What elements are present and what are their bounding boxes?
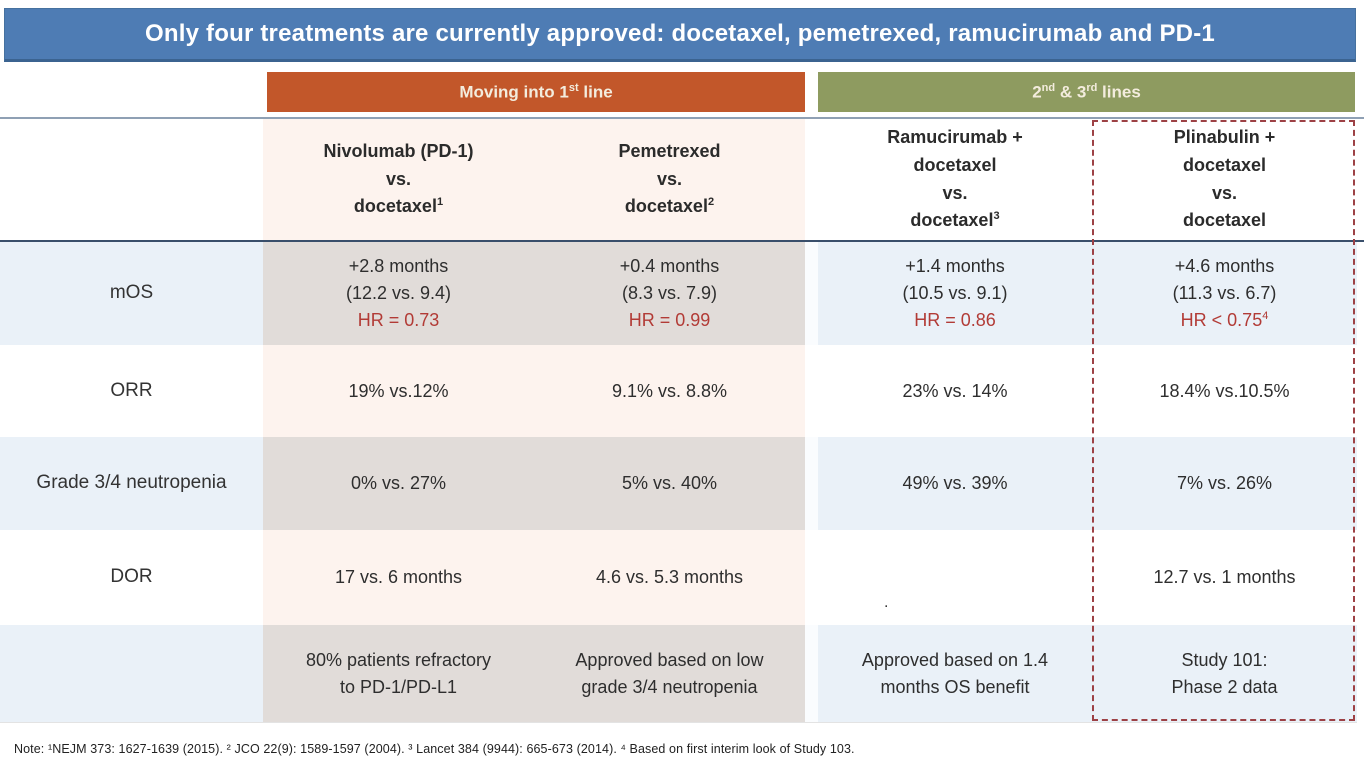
footnote: Note: ¹NEJM 373: 1627-1639 (2015). ² JCO… (14, 742, 855, 756)
column-header-vs: vs. (385, 168, 412, 189)
column-header-drug: docetaxel (1182, 210, 1267, 231)
mos-hr: HR < 0.754 (1180, 310, 1269, 330)
mos-cell-ramucirumab: +1.4 months (10.5 vs. 9.1) HR = 0.86 (818, 242, 1092, 345)
row-label-dor: DOR (0, 530, 263, 625)
mos-values: (8.3 vs. 7.9) (621, 283, 718, 303)
column-header-pemetrexed: Pemetrexed vs. docetaxel2 (534, 119, 805, 240)
group-header-first-line-text: Moving into 1st line (459, 81, 613, 102)
column-header-vs: vs. (656, 168, 683, 189)
dor-cell-pemetrexed: 4.6 vs. 5.3 months (534, 530, 805, 625)
column-group-gap (805, 625, 818, 722)
dor-cell-plinabulin: 12.7 vs. 1 months (1092, 530, 1357, 625)
dor-cell-ramucirumab (818, 530, 1092, 625)
neutropenia-cell-nivolumab: 0% vs. 27% (263, 437, 534, 530)
orr-cell-ramucirumab: 23% vs. 14% (818, 345, 1092, 437)
column-group-gap (805, 437, 818, 530)
column-header-drug: docetaxel1 (353, 196, 444, 217)
column-header-line: Ramucirumab + (887, 126, 1023, 147)
mos-hr: HR = 0.86 (914, 310, 996, 330)
summary-cell-nivolumab: 80% patients refractory to PD-1/PD-L1 (263, 625, 534, 722)
mos-hr: HR = 0.73 (357, 310, 440, 330)
column-group-gap (805, 119, 818, 240)
table-top-rule (0, 117, 1364, 119)
group-header-later-lines-text: 2nd & 3rd lines (1032, 81, 1141, 102)
mos-values: (10.5 vs. 9.1) (902, 283, 1008, 303)
mos-cell-plinabulin: +4.6 months (11.3 vs. 6.7) HR < 0.754 (1092, 242, 1357, 345)
column-header-line: Pemetrexed (618, 140, 721, 161)
summary-cell-pemetrexed: Approved based on low grade 3/4 neutrope… (534, 625, 805, 722)
column-header-line: docetaxel (1182, 154, 1267, 175)
orr-cell-pemetrexed: 9.1% vs. 8.8% (534, 345, 805, 437)
orr-cell-plinabulin: 18.4% vs.10.5% (1092, 345, 1357, 437)
column-group-gap (805, 345, 818, 437)
mos-hr: HR = 0.99 (628, 310, 711, 330)
summary-cell-ramucirumab: Approved based on 1.4 months OS benefit (818, 625, 1092, 722)
table-row-orr: ORR 19% vs.12% 9.1% vs. 8.8% 23% vs. 14%… (0, 345, 1357, 437)
stray-dot: . (884, 594, 889, 611)
mos-delta: +2.8 months (348, 256, 449, 276)
table-row-dor: DOR 17 vs. 6 months 4.6 vs. 5.3 months 1… (0, 530, 1357, 625)
column-header-empty (0, 119, 263, 240)
column-header-ramucirumab: Ramucirumab + docetaxel vs. docetaxel3 (818, 119, 1092, 240)
column-header-drug: docetaxel3 (910, 210, 1000, 231)
mos-delta: +1.4 months (905, 256, 1005, 276)
slide-title: Only four treatments are currently appro… (145, 20, 1215, 47)
column-header-nivolumab: Nivolumab (PD-1) vs. docetaxel1 (263, 119, 534, 240)
summary-line: Approved based on 1.4 (861, 649, 1049, 670)
summary-line: 80% patients refractory (305, 649, 492, 670)
column-header-vs: vs. (1211, 182, 1238, 203)
column-header-line: docetaxel (913, 154, 997, 175)
column-header-drug: docetaxel2 (624, 196, 715, 217)
dor-cell-nivolumab: 17 vs. 6 months (263, 530, 534, 625)
neutropenia-cell-pemetrexed: 5% vs. 40% (534, 437, 805, 530)
mos-values: (11.3 vs. 6.7) (1172, 283, 1277, 303)
slide-title-bar: Only four treatments are currently appro… (4, 8, 1356, 62)
group-header-later-lines: 2nd & 3rd lines (818, 72, 1355, 112)
orr-cell-nivolumab: 19% vs.12% (263, 345, 534, 437)
mos-delta: +4.6 months (1174, 256, 1275, 276)
summary-line: grade 3/4 neutropenia (581, 676, 758, 697)
summary-line: to PD-1/PD-L1 (339, 676, 458, 697)
neutropenia-cell-ramucirumab: 49% vs. 39% (818, 437, 1092, 530)
mos-cell-pemetrexed: +0.4 months (8.3 vs. 7.9) HR = 0.99 (534, 242, 805, 345)
row-label-orr: ORR (0, 345, 263, 437)
row-label-summary (0, 625, 263, 722)
summary-cell-plinabulin: Study 101: Phase 2 data (1092, 625, 1357, 722)
mos-values: (12.2 vs. 9.4) (345, 283, 452, 303)
table-header-rule (0, 240, 1364, 242)
summary-line: months OS benefit (880, 676, 1030, 697)
summary-line: Study 101: (1181, 649, 1268, 670)
group-header-first-line: Moving into 1st line (267, 72, 805, 112)
column-header-row: Nivolumab (PD-1) vs. docetaxel1 Pemetrex… (0, 119, 1357, 240)
column-group-gap (805, 530, 818, 625)
column-header-vs: vs. (942, 182, 968, 203)
column-header-plinabulin: Plinabulin + docetaxel vs. docetaxel (1092, 119, 1357, 240)
column-header-line: Nivolumab (PD-1) (323, 140, 474, 161)
column-header-line: Plinabulin + (1173, 126, 1276, 147)
row-label-mos: mOS (0, 242, 263, 345)
neutropenia-cell-plinabulin: 7% vs. 26% (1092, 437, 1357, 530)
column-group-gap (805, 242, 818, 345)
table-row-mos: mOS +2.8 months (12.2 vs. 9.4) HR = 0.73… (0, 242, 1357, 345)
table-row-summary: 80% patients refractory to PD-1/PD-L1 Ap… (0, 625, 1357, 723)
table-row-neutropenia: Grade 3/4 neutropenia 0% vs. 27% 5% vs. … (0, 437, 1357, 530)
mos-delta: +0.4 months (619, 256, 720, 276)
summary-line: Approved based on low (575, 649, 764, 670)
row-label-neutropenia: Grade 3/4 neutropenia (0, 437, 263, 530)
mos-cell-nivolumab: +2.8 months (12.2 vs. 9.4) HR = 0.73 (263, 242, 534, 345)
summary-line: Phase 2 data (1171, 676, 1278, 697)
